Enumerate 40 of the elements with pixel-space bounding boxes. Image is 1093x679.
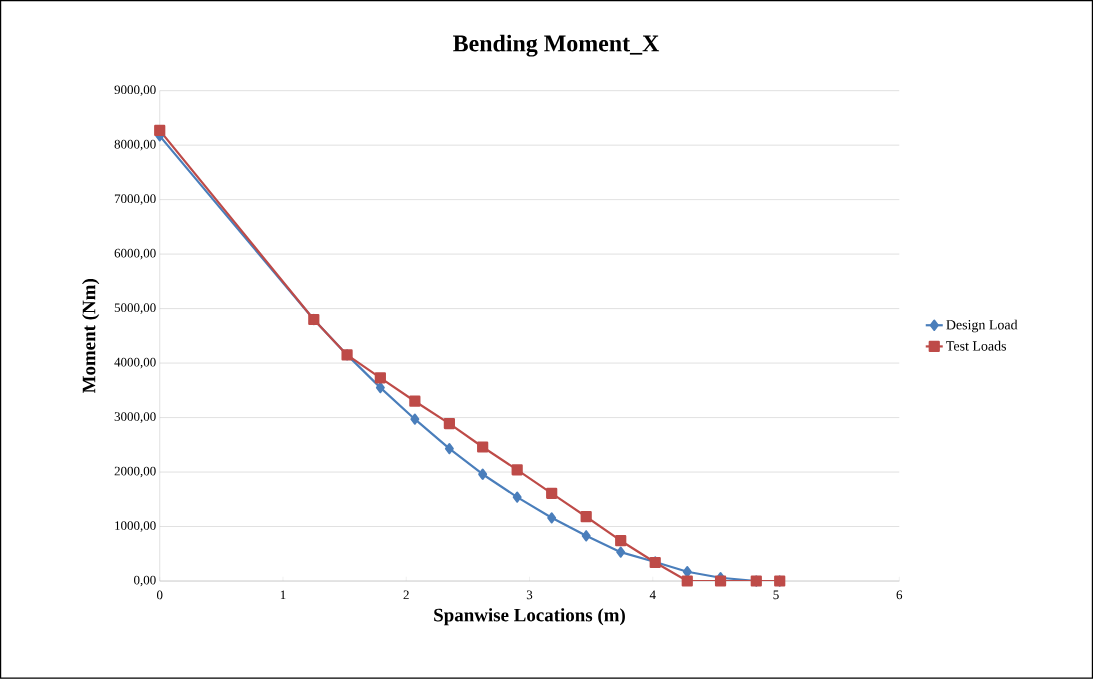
x-tick-label: 2 [403, 590, 409, 600]
point [375, 382, 385, 394]
x-tick-label: 5 [773, 590, 779, 600]
point [581, 530, 591, 542]
point [512, 491, 522, 503]
point [547, 512, 557, 524]
x-tick-label: 0 [156, 590, 163, 600]
point [478, 468, 488, 480]
x-tick-label: 1 [280, 590, 286, 600]
point [511, 464, 523, 476]
chart-title: Bending Moment_X [453, 34, 660, 57]
x-tick-label: 3 [526, 590, 533, 600]
point [615, 535, 627, 547]
point [477, 441, 489, 453]
y-axis-title: Moment (Nm) [82, 279, 100, 394]
point [616, 546, 626, 558]
y-tick-label: 2000,00 [114, 466, 156, 478]
y-tick-label: 1000,00 [115, 521, 156, 532]
point [681, 575, 693, 587]
y-tick-label: 6000,00 [114, 248, 156, 260]
x-tick-label: 6 [896, 590, 903, 600]
point [546, 487, 558, 500]
point [410, 413, 420, 425]
y-tick-label: 0,00 [134, 575, 156, 587]
point [580, 511, 592, 523]
y-tick-label: 4000,00 [114, 357, 156, 369]
legend-label: Test Loads [946, 340, 1007, 351]
point [409, 395, 421, 407]
y-tick-label: 7000,00 [114, 194, 156, 206]
point [154, 124, 166, 137]
point [444, 443, 454, 455]
point [374, 372, 386, 384]
legend-label: Design Load [946, 319, 1018, 333]
y-tick-label: 9000,00 [114, 85, 156, 97]
point [443, 418, 455, 430]
y-tick-label: 3000,00 [114, 412, 156, 424]
x-axis-title: Spanwise Locations (m) [434, 608, 625, 626]
y-tick-label: 5000,00 [114, 303, 156, 315]
y-tick-label: 8000,00 [114, 139, 156, 151]
x-tick-label: 4 [649, 590, 656, 600]
